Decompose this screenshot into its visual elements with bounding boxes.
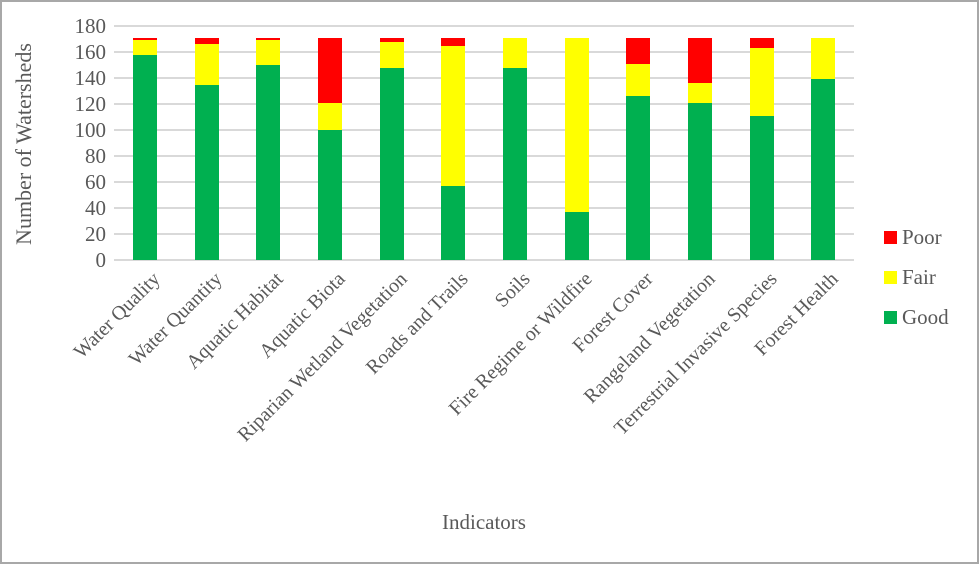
bar-segment-poor — [132, 37, 157, 41]
bar-segment-good — [626, 96, 651, 260]
bar-segment-good — [132, 54, 157, 260]
bar-riparian-wetland-vegetation — [379, 26, 404, 260]
y-tick-label: 80 — [85, 144, 106, 168]
legend-item-fair: Fair — [884, 266, 949, 289]
y-gridline — [114, 77, 854, 79]
legend-swatch-fair-icon — [884, 271, 897, 284]
bar-water-quality — [132, 26, 157, 260]
y-tick-label: 60 — [85, 170, 106, 194]
bar-segment-fair — [317, 102, 342, 130]
bar-soils — [502, 26, 527, 260]
bar-roads-and-trails — [441, 26, 466, 260]
y-gridline — [114, 51, 854, 53]
bar-segment-good — [749, 115, 774, 260]
bar-segment-fair — [441, 45, 466, 186]
legend-swatch-good-icon — [884, 311, 897, 324]
bar-forest-cover — [626, 26, 651, 260]
bar-segment-good — [441, 185, 466, 260]
bar-segment-poor — [441, 37, 466, 46]
bar-segment-fair — [256, 40, 281, 65]
bar-segment-poor — [626, 37, 651, 64]
y-gridline — [114, 233, 854, 235]
bar-water-quantity — [194, 26, 219, 260]
bar-segment-fair — [502, 37, 527, 68]
legend-item-good: Good — [884, 306, 949, 329]
bar-segment-fair — [687, 83, 712, 103]
y-gridline — [114, 129, 854, 131]
bar-segment-fair — [749, 48, 774, 116]
y-tick-label: 120 — [74, 92, 107, 116]
legend-label: Poor — [902, 225, 942, 249]
bar-fire-regime-or-wildfire — [564, 26, 589, 260]
y-tick-label: 0 — [95, 248, 107, 272]
plot-area — [114, 25, 854, 261]
legend-label: Fair — [902, 265, 936, 289]
bar-segment-good — [379, 67, 404, 260]
bar-segment-fair — [194, 44, 219, 85]
bar-forest-health — [811, 26, 836, 260]
bar-segment-poor — [379, 37, 404, 42]
bar-segment-good — [317, 130, 342, 260]
bar-segment-good — [502, 67, 527, 260]
bar-segment-fair — [626, 63, 651, 97]
bar-segment-good — [811, 79, 836, 260]
bar-segment-poor — [687, 37, 712, 84]
x-category-label: Soils — [490, 268, 535, 312]
bar-segment-good — [687, 102, 712, 260]
bar-aquatic-habitat — [256, 26, 281, 260]
legend-item-poor: Poor — [884, 226, 949, 249]
y-gridline — [114, 103, 854, 105]
bar-rangeland-vegetation — [687, 26, 712, 260]
bar-segment-poor — [194, 37, 219, 45]
bar-segment-fair — [379, 41, 404, 68]
legend-label: Good — [902, 305, 949, 329]
bar-aquatic-biota — [317, 26, 342, 260]
y-gridline — [114, 259, 854, 261]
bar-segment-fair — [811, 37, 836, 80]
x-axis-title: Indicators — [442, 510, 526, 534]
bar-terrestrial-invasive-species — [749, 26, 774, 260]
y-tick-label: 100 — [74, 118, 107, 142]
legend: Poor Fair Good — [884, 226, 949, 329]
y-tick-label: 40 — [85, 196, 106, 220]
bar-segment-poor — [256, 37, 281, 41]
bar-segment-good — [194, 84, 219, 260]
y-gridline — [114, 25, 854, 27]
y-tick-label: 20 — [85, 222, 106, 246]
bar-segment-good — [256, 65, 281, 260]
y-gridline — [114, 181, 854, 183]
bar-segment-poor — [749, 37, 774, 49]
bar-segment-good — [564, 211, 589, 260]
bar-segment-poor — [317, 37, 342, 103]
y-tick-label: 140 — [74, 66, 107, 90]
legend-swatch-poor-icon — [884, 231, 897, 244]
bar-segment-fair — [132, 40, 157, 55]
bar-segment-fair — [564, 37, 589, 212]
y-tick-label: 180 — [74, 14, 107, 38]
y-gridline — [114, 155, 854, 157]
y-tick-label: 160 — [74, 40, 107, 64]
y-gridline — [114, 207, 854, 209]
